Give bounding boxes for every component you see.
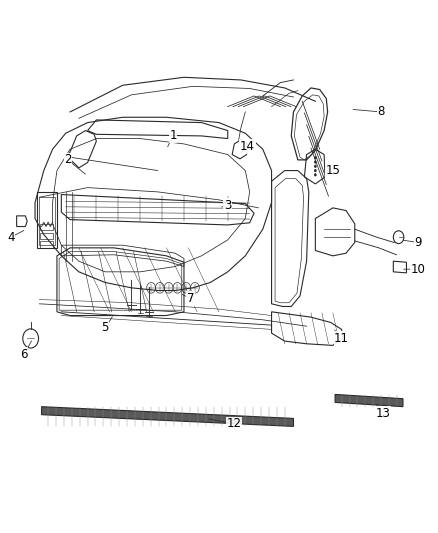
Text: 9: 9 <box>414 236 422 249</box>
Text: 15: 15 <box>325 164 340 177</box>
Text: 12: 12 <box>227 417 242 430</box>
Text: 2: 2 <box>64 154 72 166</box>
Text: 14: 14 <box>240 140 255 153</box>
Bar <box>40 224 53 230</box>
Circle shape <box>314 169 317 172</box>
Circle shape <box>314 160 317 164</box>
Text: 10: 10 <box>411 263 426 276</box>
Circle shape <box>314 173 317 176</box>
Text: 1: 1 <box>169 130 177 142</box>
Text: 7: 7 <box>187 292 194 305</box>
Text: 3: 3 <box>224 199 231 212</box>
Circle shape <box>314 165 317 168</box>
Circle shape <box>314 156 317 159</box>
Bar <box>40 241 53 248</box>
Text: 4: 4 <box>7 231 15 244</box>
Polygon shape <box>335 394 403 407</box>
Text: 13: 13 <box>376 407 391 419</box>
Polygon shape <box>42 407 293 426</box>
Text: 6: 6 <box>20 348 28 361</box>
Bar <box>40 233 53 239</box>
Text: 8: 8 <box>378 106 385 118</box>
Text: 5: 5 <box>102 321 109 334</box>
Text: 11: 11 <box>334 332 349 345</box>
